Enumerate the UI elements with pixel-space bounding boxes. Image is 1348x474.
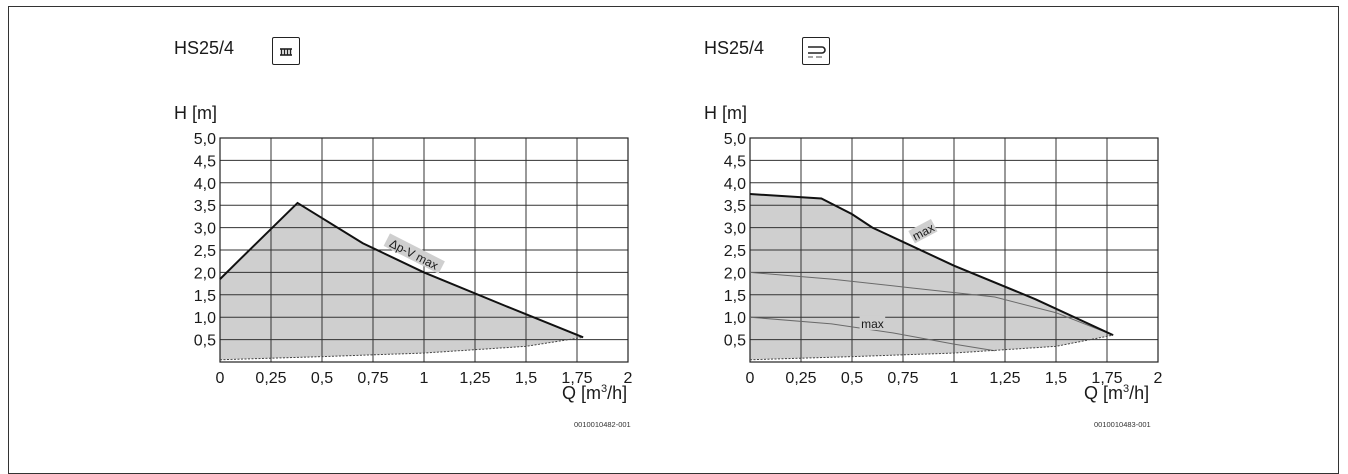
chart-panel-underfloor: HS25/4 H [m] 0,5 1,0 1,5 2,0 2,5 3,0 3,5 4,0 4,5…	[690, 0, 1250, 440]
figure-code: 0010010483-001	[1094, 420, 1151, 429]
y-tick-label: 0,5	[194, 333, 216, 350]
x-tick-label: 1,75	[1091, 370, 1122, 387]
x-tick-label: 1	[950, 370, 959, 387]
y-tick-label: 3,5	[194, 198, 216, 215]
plot-border	[219, 137, 629, 363]
y-tick-label: 2,5	[724, 243, 746, 260]
chart-plot-radiator: 0,5 1,0 1,5 2,0 2,5 3,0 3,5 4,0 4,5 5,0 0 0,25 0,5 0,…	[194, 131, 633, 387]
x-tick-label: 0,75	[887, 370, 918, 387]
x-tick-label: 0,25	[255, 370, 286, 387]
x-tick-label: 1	[420, 370, 429, 387]
y-tick-label: 4,5	[724, 153, 746, 170]
min-curve	[749, 334, 1114, 361]
x-tick-label: 2	[624, 370, 633, 387]
operating-area	[220, 202, 584, 360]
x-tick-label: 0,75	[357, 370, 388, 387]
chart-panel-radiator: HS25/4 H [m] 0,5 1,0 1,5 2,0 2,5 3,0 3,5 4,0 4,5…	[160, 0, 720, 440]
x-tick-label: 0,5	[311, 370, 333, 387]
x-tick-label: 1,5	[1045, 370, 1067, 387]
y-tick-label: 2,0	[724, 265, 746, 282]
annotation-bg	[908, 219, 938, 244]
annotation-bg	[859, 315, 886, 330]
underfloor-heating-icon	[802, 37, 830, 65]
y-axis-label: H [m]	[174, 103, 217, 123]
y-tick-label: 5,0	[194, 131, 216, 148]
y-tick-label: 0,5	[724, 333, 746, 350]
y-tick-label: 3,5	[724, 198, 746, 215]
curve-annotation: max	[859, 315, 886, 331]
chart-title: HS25/4	[174, 38, 235, 58]
x-tick-label: 0,25	[785, 370, 816, 387]
operating-area	[750, 194, 1114, 360]
inner-curve	[749, 316, 995, 352]
x-tick-label: 1,25	[459, 370, 490, 387]
y-tick-label: 1,5	[194, 288, 216, 305]
x-axis-label: Q [m3/h]	[562, 383, 628, 403]
curve-annotation: max	[908, 219, 938, 244]
chart-title: HS25/4	[704, 38, 765, 58]
y-tick-label: 1,0	[724, 310, 746, 327]
x-tick-label: 1,75	[561, 370, 592, 387]
y-axis-label: H [m]	[704, 103, 747, 123]
radiator-icon	[272, 37, 300, 65]
y-tick-label: 1,0	[194, 310, 216, 327]
min-curve	[219, 336, 584, 361]
x-tick-label: 0	[216, 370, 225, 387]
chart-plot-underfloor: 0,5 1,0 1,5 2,0 2,5 3,0 3,5 4,0 4,5 5,0 0 0,25 0,5 0,…	[724, 131, 1163, 387]
y-tick-label: 4,0	[724, 176, 746, 193]
max-curve	[749, 193, 1114, 337]
x-tick-label: 0,5	[841, 370, 863, 387]
x-tick-label: 2	[1154, 370, 1163, 387]
max-curve	[219, 201, 584, 339]
x-tick-label: 1,25	[989, 370, 1020, 387]
y-tick-label: 3,0	[724, 221, 746, 238]
y-tick-label: 2,0	[194, 265, 216, 282]
y-tick-label: 4,0	[194, 176, 216, 193]
annotation-bg	[383, 233, 445, 274]
y-tick-label: 5,0	[724, 131, 746, 148]
x-tick-label: 1,5	[515, 370, 537, 387]
x-axis-label: Q [m3/h]	[1084, 383, 1150, 403]
y-tick-label: 4,5	[194, 153, 216, 170]
annotation-label: max	[861, 317, 884, 331]
y-tick-label: 3,0	[194, 221, 216, 238]
x-tick-label: 0	[746, 370, 755, 387]
y-tick-label: 2,5	[194, 243, 216, 260]
plot-border	[749, 137, 1159, 363]
figure-code: 0010010482-001	[574, 420, 631, 429]
inner-curve	[749, 271, 1114, 336]
y-tick-label: 1,5	[724, 288, 746, 305]
